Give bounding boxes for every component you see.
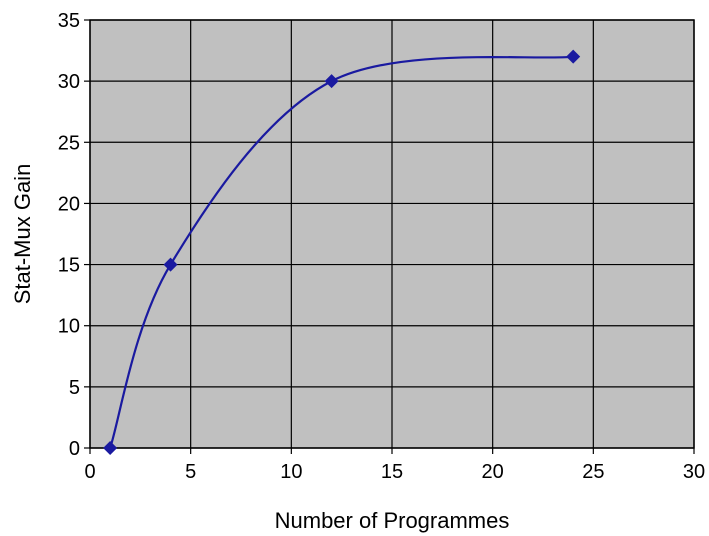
- series-markers: [103, 49, 581, 455]
- x-tick-label-0: 0: [84, 461, 95, 483]
- y-tick-label-1: 5: [69, 377, 80, 399]
- y-axis-title: Stat-Mux Gain: [10, 164, 35, 305]
- data-point-0-1: [163, 257, 178, 272]
- x-tick-label-5: 25: [582, 461, 604, 483]
- series-line: [109, 55, 574, 449]
- data-point-0-3: [566, 49, 581, 64]
- x-tick-label-1: 5: [185, 461, 196, 483]
- y-tick-label-6: 30: [58, 71, 80, 93]
- x-tick-label-2: 10: [280, 461, 302, 483]
- x-tick-label-4: 20: [482, 461, 504, 483]
- y-tick-label-5: 25: [58, 132, 80, 154]
- x-tick-label-6: 30: [683, 461, 705, 483]
- tick-labels: 0 5 10 15 20 25 30 0 5 10 15 20 25 30 35: [58, 10, 705, 483]
- y-tick-label-3: 15: [58, 255, 80, 277]
- data-point-0-2: [324, 74, 339, 89]
- x-axis-title: Number of Programmes: [275, 508, 510, 533]
- y-tick-label-2: 10: [58, 316, 80, 338]
- data-point-0-0: [103, 441, 118, 455]
- y-tick-label-0: 0: [69, 438, 80, 460]
- x-tick-label-3: 15: [381, 461, 403, 483]
- y-tick-label-4: 20: [58, 193, 80, 215]
- grid-lines: [84, 19, 695, 454]
- y-tick-label-7: 35: [58, 10, 80, 32]
